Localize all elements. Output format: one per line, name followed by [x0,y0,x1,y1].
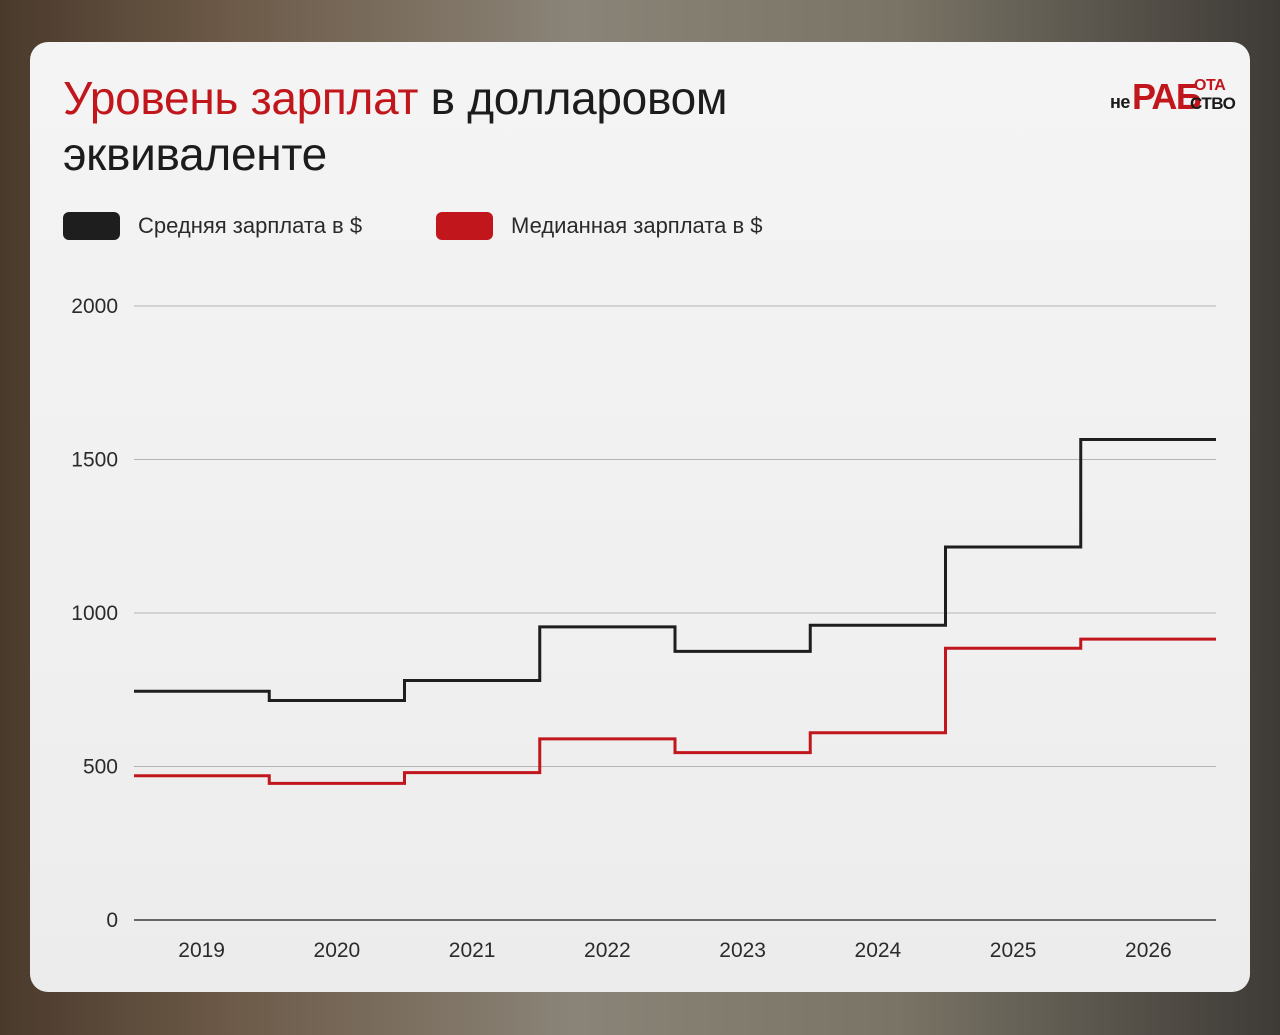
y-tick-label: 0 [106,909,118,932]
logo-ne: не [1110,92,1130,112]
x-axis-ticks: 2019 2020 2021 2022 2023 2024 2025 2026 [178,939,1171,962]
x-tick-label: 2021 [449,939,496,962]
series-line-median [134,637,1216,785]
y-tick-label: 1000 [71,602,118,625]
x-tick-label: 2023 [719,939,766,962]
grid-lines [134,305,1216,921]
chart-title: Уровень зарплат в долларовом эквиваленте [63,70,963,182]
x-tick-label: 2020 [314,939,361,962]
chart-title-accent: Уровень зарплат [63,72,419,124]
x-tick-label: 2025 [990,939,1037,962]
salary-chart: 0 500 1000 1500 2000 2019 2020 2021 2022 2023 202… [71,295,1216,962]
legend-swatch-mean [63,212,120,240]
x-tick-label: 2019 [178,939,225,962]
x-tick-label: 2022 [584,939,631,962]
logo-stvo: СТВО [1190,94,1236,113]
series-line-mean [134,438,1216,702]
brand-logo: не РАБ ОТА СТВО [1110,76,1236,118]
chart-title-rest: в долларовом эквиваленте [63,72,728,180]
x-tick-label: 2024 [855,939,902,962]
chart-card: Уровень зарплат в долларовом эквиваленте… [30,42,1250,992]
logo-rab: РАБ [1132,76,1202,117]
logo-ota: ОТА [1194,77,1226,94]
y-tick-label: 2000 [71,295,118,318]
y-axis-ticks: 0 500 1000 1500 2000 [71,295,118,932]
series-lines [134,438,1216,785]
y-tick-label: 500 [83,756,118,779]
legend-label-mean: Средняя зарплата в $ [138,213,363,238]
x-tick-label: 2026 [1125,939,1172,962]
y-tick-label: 1500 [71,449,118,472]
legend-label-median: Медианная зарплата в $ [511,213,763,238]
legend-swatch-median [436,212,493,240]
